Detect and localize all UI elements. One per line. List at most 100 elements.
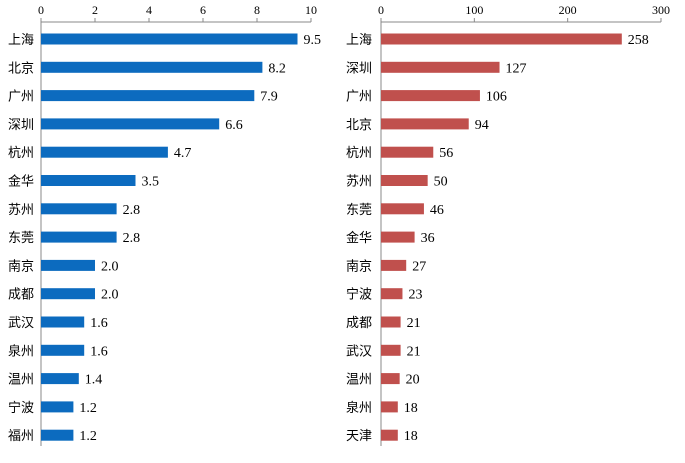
chart1-tick-label: 10	[305, 3, 317, 17]
chart2-category-label: 东莞	[346, 203, 372, 218]
chart2-value-label: 27	[412, 259, 426, 274]
chart1-tick-label: 0	[38, 3, 44, 17]
chart2-tick-label: 100	[465, 3, 483, 17]
chart2-category-label: 广州	[346, 90, 372, 105]
chart1-value-label: 2.0	[101, 288, 119, 303]
chart2-category-label: 宁波	[346, 287, 372, 303]
chart2-bar	[381, 203, 424, 215]
chart1-category-label: 广州	[8, 90, 34, 105]
chart2-value-label: 46	[430, 203, 444, 218]
chart1-value-label: 1.2	[79, 429, 97, 444]
chart1-value-label: 1.4	[85, 373, 103, 388]
chart1-category-label: 宁波	[8, 400, 34, 416]
chart1-tick-label: 8	[254, 3, 260, 17]
chart1-category-label: 北京	[8, 61, 34, 76]
chart1-value-label: 3.5	[142, 175, 160, 190]
chart1-bar	[41, 401, 74, 413]
chart2-bar	[381, 118, 469, 130]
chart2-value-label: 94	[475, 118, 489, 133]
chart1-bar	[41, 231, 117, 243]
chart1-value-label: 2.8	[123, 231, 141, 246]
chart1-tick-label: 6	[200, 3, 206, 17]
chart2-bar	[381, 90, 480, 102]
chart2-category-label: 苏州	[346, 174, 372, 190]
chart2-value-label: 21	[407, 344, 421, 359]
chart1-category-label: 泉州	[8, 343, 34, 359]
chart1-category-label: 苏州	[8, 202, 34, 218]
chart1-bar	[41, 429, 74, 441]
chart2-bar	[381, 316, 401, 328]
chart2-category-label: 武汉	[346, 344, 372, 359]
chart2-tick-label: 0	[378, 3, 384, 17]
chart1-category-label: 金华	[8, 174, 34, 190]
chart1-category-label: 武汉	[8, 316, 34, 331]
chart1-bar	[41, 90, 255, 102]
chart2-value-label: 127	[506, 61, 527, 76]
chart1-value-label: 8.2	[268, 61, 286, 76]
chart1-bar	[41, 146, 168, 158]
chart1-bar	[41, 373, 79, 385]
chart2-bar	[381, 146, 434, 158]
chart1-bar	[41, 259, 95, 271]
chart1-category-label: 东莞	[8, 231, 34, 246]
chart1-category-label: 南京	[8, 258, 34, 274]
chart2-category-label: 南京	[346, 258, 372, 274]
chart1-value-label: 6.6	[225, 118, 243, 133]
chart2-category-label: 泉州	[346, 400, 372, 416]
chart2-bar	[381, 175, 428, 186]
chart1-bar	[41, 118, 220, 130]
chart1-bar	[41, 316, 85, 328]
chart1-category-label: 杭州	[8, 146, 34, 161]
chart2-bar	[381, 61, 500, 73]
chart2-bar	[381, 231, 415, 243]
chart2-value-label: 18	[404, 429, 418, 444]
chart2-bar	[381, 401, 398, 413]
chart2-bar	[381, 288, 403, 300]
chart2-value-label: 50	[434, 175, 448, 190]
chart1-category-label: 深圳	[8, 118, 34, 133]
chart1-category-label: 福州	[8, 429, 34, 444]
chart2-bar	[381, 373, 400, 385]
chart2-value-label: 258	[628, 33, 649, 48]
chart1-value-label: 1.2	[79, 401, 97, 416]
chart1-category-label: 上海	[8, 33, 34, 48]
chart2-value-label: 21	[407, 316, 421, 331]
chart1-value-label: 9.5	[304, 33, 322, 48]
chart2-value-label: 18	[404, 401, 418, 416]
chart1-bar	[41, 175, 136, 186]
chart1-value-label: 1.6	[90, 344, 108, 359]
chart1-category-label: 温州	[8, 373, 34, 388]
chart2-category-label: 金华	[346, 230, 372, 246]
chart1-value-label: 7.9	[260, 90, 278, 105]
chart1-bar	[41, 288, 95, 300]
chart2-tick-label: 200	[559, 3, 577, 17]
chart1-bar	[41, 33, 298, 45]
chart2-category-label: 温州	[346, 373, 372, 388]
chart2-tick-label: 300	[652, 3, 670, 17]
chart2-category-label: 天津	[346, 429, 372, 444]
chart2-bar	[381, 33, 622, 45]
chart2-bar	[381, 429, 398, 441]
chart2-bar	[381, 259, 407, 271]
chart1-bar	[41, 203, 117, 215]
chart1-value-label: 2.0	[101, 259, 119, 274]
chart2-value-label: 106	[486, 90, 507, 105]
chart2-category-label: 成都	[346, 316, 372, 331]
chart1-value-label: 4.7	[174, 146, 192, 161]
chart2-category-label: 杭州	[346, 146, 372, 161]
chart1-bar	[41, 61, 263, 73]
chart2-bar	[381, 344, 401, 356]
chart1-value-label: 2.8	[123, 203, 141, 218]
chart2-value-label: 56	[439, 146, 453, 161]
chart2-category-label: 北京	[346, 118, 372, 133]
chart2-category-label: 上海	[346, 33, 372, 48]
chart2-value-label: 20	[406, 373, 420, 388]
chart2-category-label: 深圳	[346, 61, 372, 76]
chart1-bar	[41, 344, 85, 356]
chart1-value-label: 1.6	[90, 316, 108, 331]
chart1-tick-label: 2	[92, 3, 98, 17]
chart1-category-label: 成都	[8, 288, 34, 303]
chart2-value-label: 36	[421, 231, 435, 246]
